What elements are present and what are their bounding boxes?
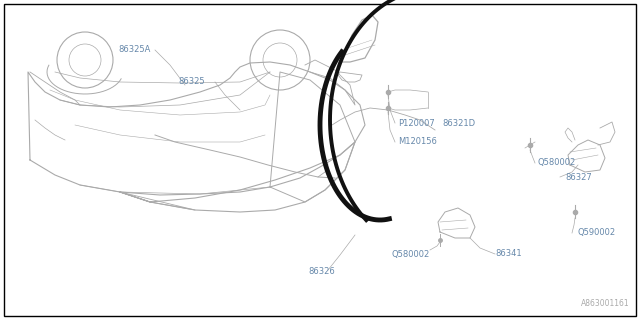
Text: M120156: M120156 bbox=[398, 138, 437, 147]
Text: Q580002: Q580002 bbox=[392, 250, 430, 259]
Text: 86321D: 86321D bbox=[442, 118, 475, 127]
Text: P120007: P120007 bbox=[398, 118, 435, 127]
Text: 86325: 86325 bbox=[178, 77, 205, 86]
Text: 86327: 86327 bbox=[565, 172, 592, 181]
Text: 86326: 86326 bbox=[308, 268, 335, 276]
Text: Q580002: Q580002 bbox=[538, 158, 576, 167]
Text: 86325A: 86325A bbox=[118, 45, 150, 54]
Text: Q590002: Q590002 bbox=[578, 228, 616, 237]
Text: A863001161: A863001161 bbox=[581, 299, 630, 308]
Text: 86341: 86341 bbox=[495, 250, 522, 259]
